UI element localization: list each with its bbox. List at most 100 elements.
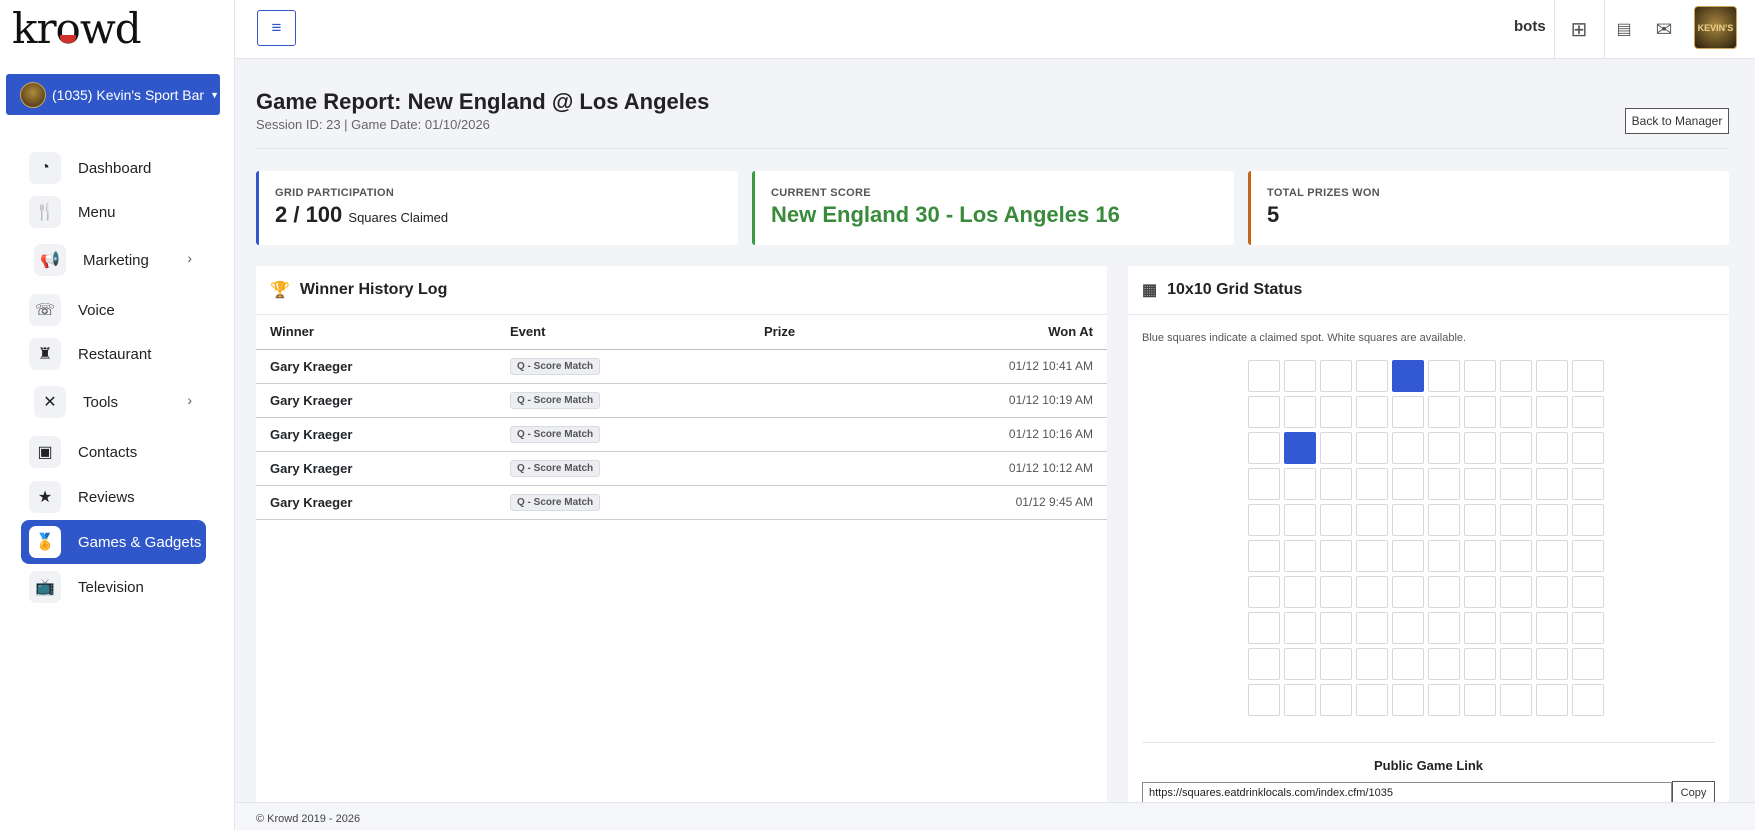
grid-square-available[interactable] [1500, 648, 1532, 680]
krowd-logo[interactable]: krowd [12, 4, 142, 53]
apps-grid-icon[interactable]: ⊞ [1570, 18, 1588, 41]
grid-square-available[interactable] [1356, 468, 1388, 500]
grid-square-available[interactable] [1284, 540, 1316, 572]
grid-square-available[interactable] [1500, 576, 1532, 608]
grid-square-available[interactable] [1392, 432, 1424, 464]
grid-square-available[interactable] [1248, 432, 1280, 464]
mail-icon[interactable]: ✉ [1655, 18, 1673, 41]
grid-square-available[interactable] [1500, 540, 1532, 572]
grid-square-available[interactable] [1320, 468, 1352, 500]
grid-square-available[interactable] [1536, 396, 1568, 428]
grid-square-available[interactable] [1356, 540, 1388, 572]
grid-square-available[interactable] [1536, 504, 1568, 536]
grid-square-available[interactable] [1536, 576, 1568, 608]
grid-square-available[interactable] [1536, 612, 1568, 644]
grid-square-available[interactable] [1428, 504, 1460, 536]
grid-square-available[interactable] [1464, 396, 1496, 428]
grid-square-available[interactable] [1572, 540, 1604, 572]
sidebar-item-dashboard[interactable]: ◔ Dashboard [21, 146, 206, 190]
grid-square-available[interactable] [1392, 540, 1424, 572]
grid-square-available[interactable] [1320, 540, 1352, 572]
sidebar-item-games-gadgets[interactable]: 🏅 Games & Gadgets [21, 520, 206, 564]
grid-square-available[interactable] [1320, 504, 1352, 536]
grid-square-available[interactable] [1500, 396, 1532, 428]
grid-square-available[interactable] [1248, 684, 1280, 716]
grid-square-available[interactable] [1248, 360, 1280, 392]
sidebar-item-voice[interactable]: ☏ Voice [21, 288, 206, 332]
grid-square-claimed[interactable] [1284, 432, 1316, 464]
grid-square-available[interactable] [1428, 648, 1460, 680]
sidebar-item-marketing[interactable]: 📢 Marketing › [21, 238, 206, 282]
grid-square-available[interactable] [1572, 648, 1604, 680]
grid-square-available[interactable] [1248, 396, 1280, 428]
sidebar-item-reviews[interactable]: ★ Reviews [21, 475, 206, 519]
grid-square-available[interactable] [1356, 504, 1388, 536]
grid-square-available[interactable] [1320, 576, 1352, 608]
user-avatar[interactable]: KEVIN'S [1694, 6, 1737, 49]
grid-square-available[interactable] [1248, 612, 1280, 644]
grid-square-available[interactable] [1320, 432, 1352, 464]
grid-square-available[interactable] [1356, 576, 1388, 608]
grid-square-available[interactable] [1248, 648, 1280, 680]
grid-square-available[interactable] [1464, 432, 1496, 464]
grid-square-available[interactable] [1428, 360, 1460, 392]
grid-square-available[interactable] [1572, 612, 1604, 644]
grid-square-available[interactable] [1248, 504, 1280, 536]
grid-square-available[interactable] [1572, 396, 1604, 428]
grid-square-available[interactable] [1320, 648, 1352, 680]
bots-button[interactable]: bots [1514, 18, 1546, 35]
grid-square-available[interactable] [1428, 540, 1460, 572]
sidebar-item-contacts[interactable]: ▣ Contacts [21, 430, 206, 474]
grid-square-available[interactable] [1464, 684, 1496, 716]
grid-square-available[interactable] [1428, 396, 1460, 428]
public-link-input[interactable] [1142, 782, 1672, 804]
grid-square-available[interactable] [1572, 504, 1604, 536]
grid-square-available[interactable] [1464, 576, 1496, 608]
grid-square-available[interactable] [1500, 360, 1532, 392]
grid-square-available[interactable] [1356, 648, 1388, 680]
grid-square-available[interactable] [1248, 576, 1280, 608]
grid-square-available[interactable] [1284, 684, 1316, 716]
grid-square-available[interactable] [1356, 360, 1388, 392]
grid-square-available[interactable] [1572, 468, 1604, 500]
grid-square-available[interactable] [1356, 396, 1388, 428]
grid-square-available[interactable] [1284, 576, 1316, 608]
grid-square-available[interactable] [1392, 612, 1424, 644]
grid-square-available[interactable] [1284, 468, 1316, 500]
grid-square-available[interactable] [1572, 576, 1604, 608]
receipt-icon[interactable]: ▤ [1616, 21, 1632, 38]
grid-square-available[interactable] [1392, 468, 1424, 500]
grid-square-available[interactable] [1536, 432, 1568, 464]
grid-square-available[interactable] [1500, 684, 1532, 716]
grid-square-available[interactable] [1500, 432, 1532, 464]
grid-square-available[interactable] [1500, 468, 1532, 500]
sidebar-item-restaurant[interactable]: ♜ Restaurant [21, 332, 206, 376]
grid-square-available[interactable] [1284, 396, 1316, 428]
grid-square-available[interactable] [1248, 540, 1280, 572]
grid-square-available[interactable] [1572, 432, 1604, 464]
grid-square-available[interactable] [1500, 504, 1532, 536]
grid-square-available[interactable] [1284, 648, 1316, 680]
grid-square-available[interactable] [1536, 684, 1568, 716]
grid-square-available[interactable] [1464, 648, 1496, 680]
grid-square-available[interactable] [1392, 504, 1424, 536]
grid-square-claimed[interactable] [1392, 360, 1424, 392]
grid-square-available[interactable] [1464, 612, 1496, 644]
copy-link-button[interactable]: Copy [1672, 781, 1715, 805]
grid-square-available[interactable] [1464, 540, 1496, 572]
grid-square-available[interactable] [1392, 396, 1424, 428]
grid-square-available[interactable] [1284, 360, 1316, 392]
grid-square-available[interactable] [1536, 648, 1568, 680]
grid-square-available[interactable] [1284, 612, 1316, 644]
grid-square-available[interactable] [1428, 684, 1460, 716]
grid-square-available[interactable] [1536, 468, 1568, 500]
grid-square-available[interactable] [1356, 684, 1388, 716]
sidebar-item-tools[interactable]: ✕ Tools › [21, 380, 206, 424]
sidebar-item-television[interactable]: 📺 Television [21, 565, 206, 609]
grid-square-available[interactable] [1320, 360, 1352, 392]
grid-square-available[interactable] [1536, 360, 1568, 392]
grid-square-available[interactable] [1356, 612, 1388, 644]
grid-square-available[interactable] [1248, 468, 1280, 500]
grid-square-available[interactable] [1428, 612, 1460, 644]
hamburger-menu-button[interactable]: ≡ [257, 10, 296, 46]
